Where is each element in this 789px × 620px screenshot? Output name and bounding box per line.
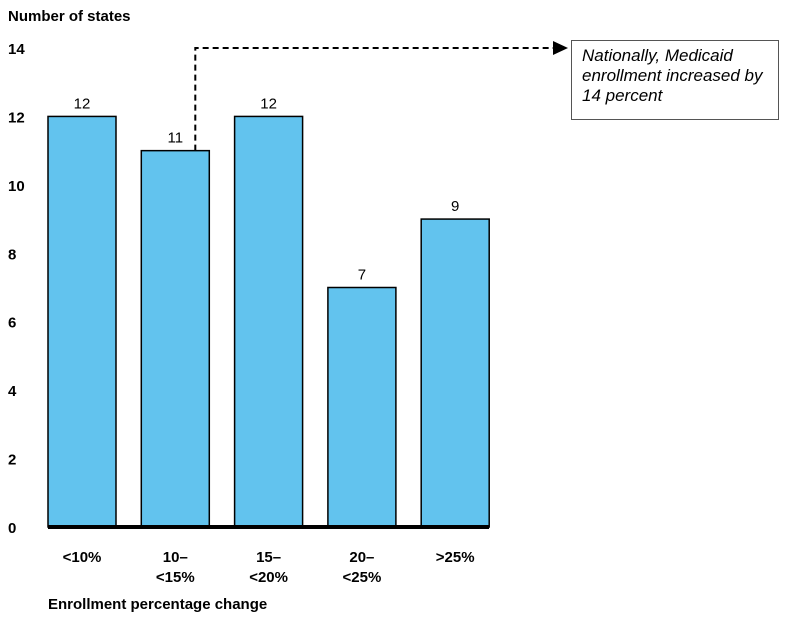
data-label: 7: [358, 267, 366, 284]
annotation-arrow-head: [553, 41, 568, 55]
bar: [327, 286, 397, 528]
y-tick-label: 14: [8, 41, 25, 58]
x-tick-label: <15%: [156, 569, 195, 586]
y-axis-title: Number of states: [8, 8, 131, 25]
data-label: 11: [168, 130, 184, 147]
y-tick-label: 12: [8, 109, 25, 126]
x-tick-label: 20–: [349, 549, 374, 566]
data-label: 12: [74, 95, 91, 112]
x-tick-label: <10%: [63, 549, 102, 566]
data-label: 12: [260, 95, 277, 112]
bar: [140, 149, 211, 528]
bar: [233, 115, 304, 528]
x-tick-label: <25%: [343, 569, 382, 586]
y-tick-label: 8: [8, 246, 16, 263]
y-tick-label: 4: [8, 383, 17, 400]
y-tick-label: 6: [8, 315, 16, 332]
y-tick-label: 10: [8, 178, 25, 195]
data-label: 9: [451, 198, 459, 215]
annotation-arrow-line: [194, 47, 553, 151]
y-tick-label: 2: [8, 452, 16, 469]
x-tick-label: <20%: [249, 569, 288, 586]
x-tick-label: 10–: [163, 549, 188, 566]
y-tick-label: 0: [8, 520, 16, 537]
annotation-box: Nationally, Medicaid enrollment increase…: [571, 40, 779, 120]
x-axis-title: Enrollment percentage change: [48, 596, 268, 613]
bar: [47, 115, 117, 528]
x-tick-label: >25%: [436, 549, 475, 566]
bar: [420, 218, 490, 528]
x-tick-label: 15–: [256, 549, 281, 566]
